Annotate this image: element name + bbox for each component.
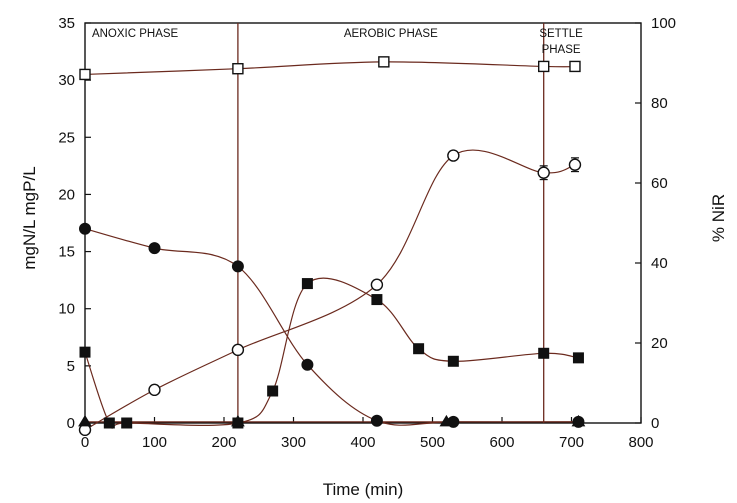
data-point-open-circle (537, 166, 550, 179)
data-point-open-square (79, 68, 91, 81)
data-point-filled-triangle (78, 414, 92, 427)
x-tick-label: 300 (281, 434, 306, 451)
chart-text-layer: 0 100 200 300 400 500 600 700 800 0 5 10 15 20 25 30 35 0… (20, 15, 728, 499)
series-line-open-square (84, 61, 575, 76)
y2-tick-label: 100 (651, 15, 676, 32)
y2-tick-label: 40 (651, 255, 668, 272)
series-line-filled-circle (84, 228, 579, 426)
x-tick-label: 200 (211, 434, 236, 451)
data-point-filled-square (103, 417, 115, 429)
data-point-open-square (538, 60, 550, 73)
y-tick-label: 20 (58, 186, 75, 203)
y-tick-label: 35 (58, 15, 75, 32)
data-point-open-circle (148, 383, 161, 397)
data-point-open-circle (231, 343, 245, 357)
phase-label: PHASE (542, 44, 581, 56)
y-tick-label: 10 (58, 301, 75, 318)
data-point-filled-square (572, 352, 584, 364)
plot-frame-layer (84, 22, 642, 424)
data-point-open-circle (370, 278, 384, 291)
phase-label: SETTLE (539, 28, 583, 40)
data-point-filled-square (121, 417, 133, 429)
x-tick-label: 600 (489, 434, 514, 451)
x-axis-title: Time (min) (323, 480, 404, 499)
data-point-filled-circle (370, 414, 383, 427)
data-point-filled-triangle (571, 414, 586, 427)
data-point-filled-circle (79, 222, 91, 235)
x-tick-label: 800 (628, 434, 653, 451)
phase-label: ANOXIC PHASE (92, 28, 179, 40)
y-axis-title: mgN/L mgP/L (20, 166, 39, 269)
y-tick-label: 5 (67, 358, 75, 375)
data-point-filled-circle (301, 358, 314, 371)
x-tick-label: 100 (142, 434, 167, 451)
data-point-filled-circle (148, 242, 161, 255)
data-point-filled-square (79, 346, 91, 358)
data-marks-layer (78, 56, 586, 437)
data-point-open-circle (568, 158, 582, 171)
data-point-filled-square (301, 278, 313, 290)
data-point-filled-square (267, 385, 279, 397)
data-point-filled-square (538, 347, 550, 359)
x-tick-label: 700 (559, 434, 584, 451)
data-point-filled-triangle (439, 414, 454, 427)
y-tick-label: 30 (58, 72, 75, 89)
x-tick-label: 400 (350, 434, 375, 451)
y-tick-label: 0 (67, 415, 75, 432)
series-line-filled-square (84, 277, 579, 429)
phase-label: AEROBIC PHASE (344, 28, 438, 40)
y2-tick-label: 20 (651, 335, 668, 352)
data-point-open-circle (447, 149, 460, 162)
data-point-filled-square (371, 294, 383, 306)
data-point-filled-triangle (231, 414, 245, 427)
y2-tick-label: 80 (651, 95, 668, 112)
y2-tick-label: 0 (651, 415, 659, 432)
data-point-open-square (569, 60, 581, 73)
data-point-filled-circle (231, 260, 244, 273)
data-point-filled-square (413, 343, 425, 355)
y-tick-label: 15 (58, 244, 75, 261)
plot-frame (84, 22, 642, 424)
y2-tick-label: 60 (651, 175, 668, 192)
data-point-filled-square (447, 355, 459, 367)
data-point-open-square (232, 63, 244, 75)
y-tick-label: 25 (58, 129, 75, 146)
data-point-open-square (378, 56, 390, 68)
x-tick-label: 500 (420, 434, 445, 451)
x-tick-label: 0 (81, 434, 89, 451)
y2-axis-title: % NiR (709, 194, 728, 242)
